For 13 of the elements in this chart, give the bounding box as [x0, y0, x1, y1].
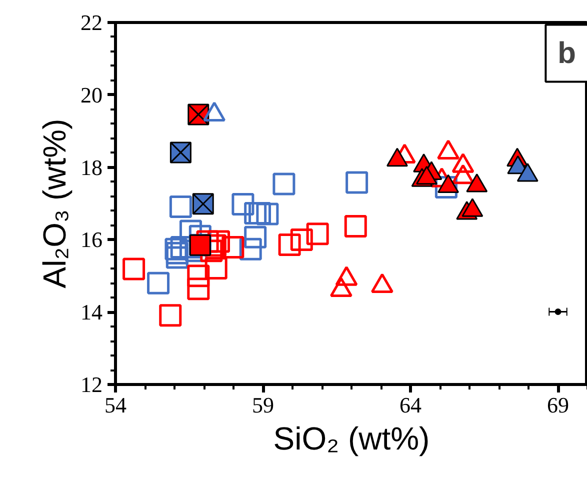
x-axis-title: SiO₂ (wt%): [273, 420, 430, 456]
annotation: b: [558, 36, 576, 70]
y-tick-label: 12: [80, 372, 102, 397]
y-tick-label: 20: [80, 82, 102, 108]
x-tick-label: 69: [547, 392, 569, 418]
y-tick-label: 18: [80, 154, 102, 180]
x-tick-label: 64: [400, 392, 422, 418]
y-tick-label: 16: [80, 227, 102, 252]
x-tick-label: 54: [104, 392, 126, 418]
y-tick-label: 14: [80, 300, 102, 325]
y-tick-label: 22: [80, 10, 102, 35]
y-axis-title: Al₂O₃ (wt%): [36, 118, 72, 288]
x-tick-label: 59: [252, 392, 274, 418]
